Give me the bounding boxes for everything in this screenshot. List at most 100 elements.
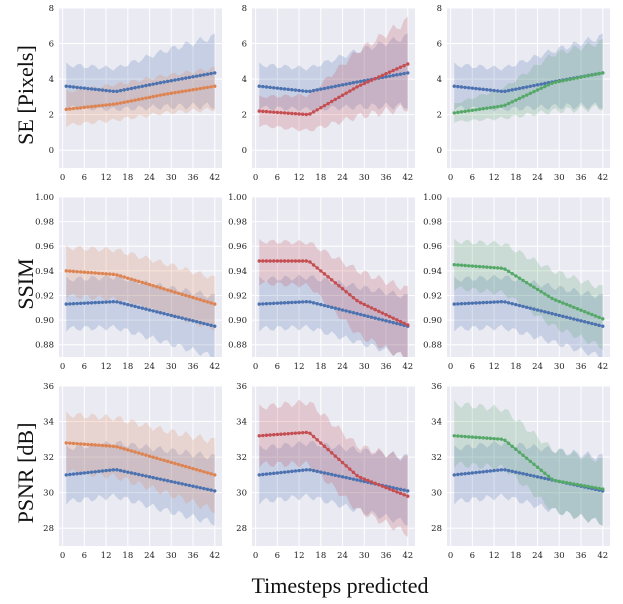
method-point bbox=[510, 271, 514, 276]
method-point bbox=[194, 296, 199, 301]
x-tick-label: 42 bbox=[597, 551, 608, 561]
y-tick-label: 4 bbox=[437, 75, 442, 85]
baseline-point bbox=[140, 84, 145, 89]
method-band bbox=[454, 400, 603, 526]
method-point bbox=[496, 437, 500, 441]
panel-background bbox=[252, 386, 415, 546]
method-point bbox=[162, 458, 166, 463]
baseline-point bbox=[209, 71, 213, 76]
method-point bbox=[377, 309, 381, 314]
baseline-point bbox=[282, 301, 287, 305]
method-point bbox=[366, 304, 370, 308]
baseline-point bbox=[499, 300, 504, 304]
baseline-point bbox=[384, 75, 388, 79]
method-point bbox=[553, 298, 558, 302]
baseline-point bbox=[136, 472, 141, 477]
method-point bbox=[326, 101, 330, 106]
baseline-point bbox=[100, 469, 105, 473]
method-point bbox=[184, 293, 188, 298]
baseline-band bbox=[454, 440, 603, 526]
method-point bbox=[474, 435, 478, 440]
method-point bbox=[89, 443, 94, 447]
method-point bbox=[524, 93, 529, 97]
method-point bbox=[165, 92, 170, 96]
x-tick-label: 36 bbox=[381, 173, 392, 183]
baseline-point bbox=[187, 318, 192, 322]
method-point bbox=[561, 301, 565, 305]
baseline-point bbox=[452, 302, 456, 306]
method-point bbox=[126, 448, 130, 452]
baseline-point bbox=[290, 469, 294, 474]
method-point bbox=[202, 86, 206, 90]
x-tick-label: 42 bbox=[209, 173, 220, 183]
baseline-point bbox=[398, 487, 403, 492]
baseline-point bbox=[377, 317, 381, 321]
baseline-point bbox=[198, 73, 202, 78]
baseline-point bbox=[213, 71, 217, 75]
x-tick-label: 18 bbox=[510, 551, 521, 561]
method-point bbox=[264, 259, 269, 263]
method-point bbox=[71, 269, 76, 274]
method-point bbox=[586, 484, 590, 489]
baseline-point bbox=[144, 307, 148, 311]
method-point bbox=[369, 306, 374, 310]
baseline-point bbox=[492, 88, 496, 93]
method-point bbox=[286, 259, 290, 263]
method-point bbox=[467, 109, 471, 113]
method-point bbox=[126, 99, 130, 104]
method-point bbox=[64, 269, 68, 273]
method-point bbox=[213, 84, 217, 88]
baseline-point bbox=[322, 303, 327, 308]
method-point bbox=[380, 311, 385, 315]
plot-area bbox=[257, 16, 410, 132]
x-tick-label: 24 bbox=[144, 362, 155, 372]
baseline-point bbox=[151, 309, 155, 313]
baseline-point bbox=[333, 306, 338, 310]
method-point bbox=[384, 485, 388, 490]
baseline-point bbox=[337, 474, 341, 478]
baseline-point bbox=[75, 85, 79, 90]
x-tick-label: 42 bbox=[209, 362, 220, 372]
method-point bbox=[282, 432, 287, 436]
method-point bbox=[481, 107, 485, 111]
baseline-point bbox=[395, 321, 399, 326]
x-tick-label: 18 bbox=[510, 362, 521, 372]
baseline-point bbox=[326, 472, 330, 476]
method-point bbox=[97, 443, 101, 447]
baseline-point bbox=[528, 473, 533, 477]
method-point bbox=[582, 74, 587, 79]
baseline-point bbox=[79, 471, 83, 476]
method-point bbox=[71, 106, 76, 111]
x-tick-label: 12 bbox=[489, 173, 500, 183]
y-tick-label: 36 bbox=[431, 382, 442, 392]
baseline-point bbox=[572, 317, 576, 321]
method-point bbox=[488, 105, 493, 110]
method-point bbox=[147, 454, 152, 458]
y-tick-label: 30 bbox=[431, 489, 442, 499]
method-point bbox=[71, 441, 76, 446]
method-point bbox=[355, 298, 359, 303]
baseline-point bbox=[535, 475, 540, 479]
method-point bbox=[180, 463, 184, 468]
baseline-point bbox=[586, 320, 590, 325]
method-point bbox=[572, 482, 576, 486]
method-point bbox=[474, 108, 478, 112]
method-point bbox=[261, 259, 265, 263]
baseline-point bbox=[496, 300, 500, 304]
baseline-point bbox=[198, 320, 202, 325]
baseline-point bbox=[311, 468, 316, 473]
baseline-point bbox=[528, 306, 533, 310]
method-point bbox=[191, 88, 195, 92]
method-point bbox=[191, 466, 195, 471]
x-tick-label: 6 bbox=[275, 173, 280, 183]
x-tick-label: 30 bbox=[359, 551, 370, 561]
baseline-point bbox=[402, 71, 406, 76]
baseline-point bbox=[169, 479, 173, 484]
method-point bbox=[275, 432, 280, 437]
baseline-point bbox=[319, 302, 323, 307]
method-point bbox=[481, 436, 485, 440]
y-tick-label: 34 bbox=[236, 418, 247, 428]
x-tick-label: 36 bbox=[576, 551, 587, 561]
baseline-band bbox=[66, 440, 215, 526]
